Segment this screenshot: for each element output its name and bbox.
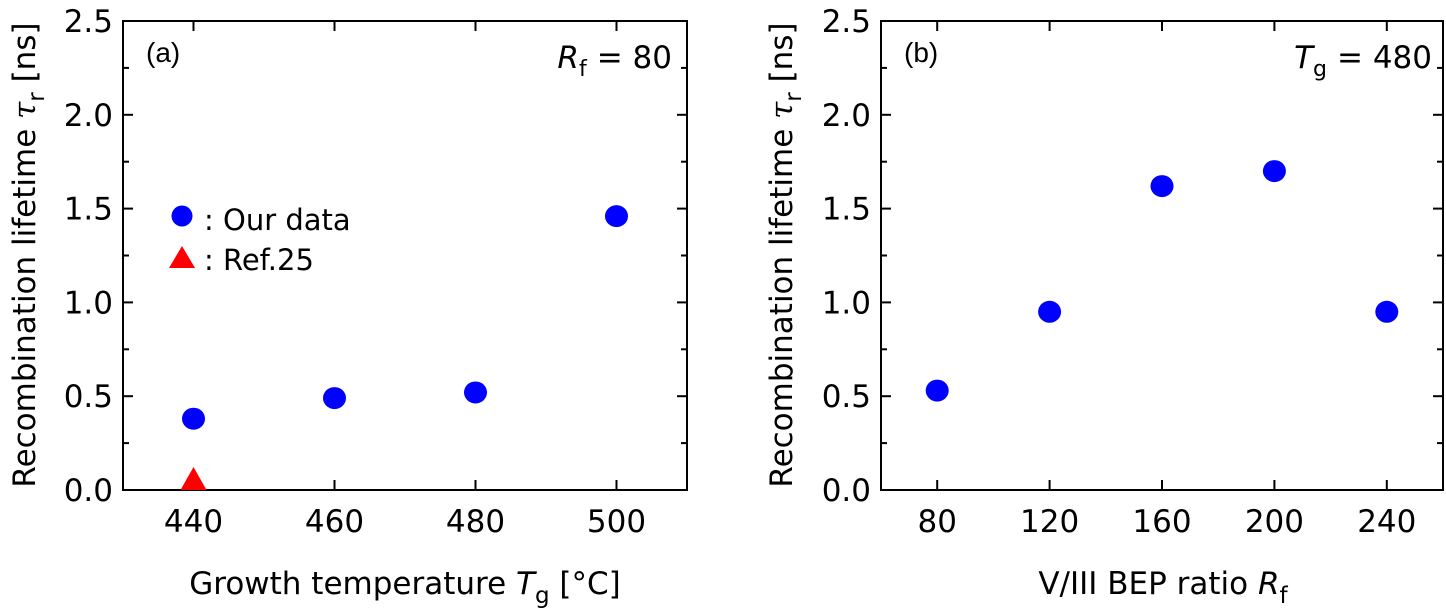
param-symbol: R bbox=[557, 40, 579, 76]
x-tick-label: 440 bbox=[164, 504, 223, 540]
x-tick-label: 80 bbox=[917, 504, 956, 540]
panel-b-data-points bbox=[925, 160, 1399, 402]
x-tick-label: 200 bbox=[1245, 504, 1304, 540]
data-point-circle bbox=[464, 381, 487, 404]
panel-b-plot-frame bbox=[880, 20, 1444, 491]
y-tick-label: 0.0 bbox=[822, 473, 871, 509]
data-point-circle bbox=[1375, 300, 1399, 323]
data-point-circle bbox=[323, 387, 346, 410]
panel-a-label: (a) bbox=[146, 37, 180, 68]
y-tick-label: 2.5 bbox=[822, 4, 871, 40]
y-tick-label: 1.5 bbox=[822, 192, 871, 228]
legend-label-our-data: : Our data bbox=[204, 203, 351, 237]
x-tick-label: 160 bbox=[1132, 504, 1191, 540]
panel-a-plot-frame bbox=[122, 20, 688, 491]
panel-b: 0.0 0.5 1.0 1.5 2.0 2.5 80 120 160 200 240 (b) Tg =… bbox=[764, 4, 1444, 609]
x-tick-label: 460 bbox=[305, 504, 364, 540]
param-sub: f bbox=[579, 57, 588, 82]
y-tick-label: 1.0 bbox=[64, 285, 113, 321]
data-point-circle bbox=[1150, 175, 1174, 198]
panel-a-y-axis-title: Recombination lifetime τr [ns] bbox=[7, 22, 50, 487]
y-tick-label: 0.5 bbox=[64, 379, 113, 415]
y-tick-label: 2.5 bbox=[64, 4, 113, 40]
panel-a-param-annotation: Rf = 80 bbox=[557, 40, 672, 82]
panel-a-data-points bbox=[180, 205, 628, 490]
x-tick-label: 500 bbox=[587, 504, 646, 540]
x-tick-label: 120 bbox=[1020, 504, 1079, 540]
panel-a-tick-labels: 0.0 0.5 1.0 1.5 2.0 2.5 440 460 480 500 bbox=[64, 4, 646, 540]
data-point-circle bbox=[182, 407, 205, 430]
panel-b-x-axis-title: V/III BEP ratio Rf bbox=[1038, 566, 1288, 609]
param-sub: g bbox=[1313, 57, 1327, 82]
legend-triangle-marker-icon bbox=[169, 246, 195, 268]
param-symbol: T bbox=[1294, 40, 1315, 76]
panel-b-label: (b) bbox=[904, 37, 938, 68]
panel-a-legend: : Our data : Ref.25 bbox=[169, 203, 351, 277]
y-tick-label: 1.5 bbox=[64, 192, 113, 228]
panel-a: 0.0 0.5 1.0 1.5 2.0 2.5 440 460 480 500 (a) Rf = 8… bbox=[7, 4, 688, 609]
panel-b-ticks bbox=[881, 20, 1443, 491]
panel-b-tick-labels: 0.0 0.5 1.0 1.5 2.0 2.5 80 120 160 200 240 bbox=[822, 4, 1417, 540]
legend-circle-marker-icon bbox=[171, 205, 193, 227]
y-tick-label: 2.0 bbox=[822, 98, 871, 134]
legend-label-ref25: : Ref.25 bbox=[204, 243, 314, 277]
param-value: = 480 bbox=[1337, 40, 1432, 76]
y-tick-label: 0.0 bbox=[64, 473, 113, 509]
y-tick-label: 1.0 bbox=[822, 285, 871, 321]
param-value: = 80 bbox=[597, 40, 672, 76]
y-tick-label: 2.0 bbox=[64, 98, 113, 134]
data-point-circle bbox=[925, 379, 949, 402]
panel-b-param-annotation: Tg = 480 bbox=[1294, 40, 1432, 82]
data-point-circle bbox=[605, 205, 628, 228]
data-point-triangle bbox=[180, 467, 207, 490]
data-point-circle bbox=[1038, 300, 1062, 323]
y-tick-label: 0.5 bbox=[822, 379, 871, 415]
panel-b-y-axis-title: Recombination lifetime τr [ns] bbox=[764, 22, 807, 487]
x-tick-label: 240 bbox=[1357, 504, 1416, 540]
panel-a-x-axis-title: Growth temperature Tg [°C] bbox=[189, 566, 621, 609]
data-point-circle bbox=[1262, 160, 1286, 183]
x-tick-label: 480 bbox=[446, 504, 505, 540]
